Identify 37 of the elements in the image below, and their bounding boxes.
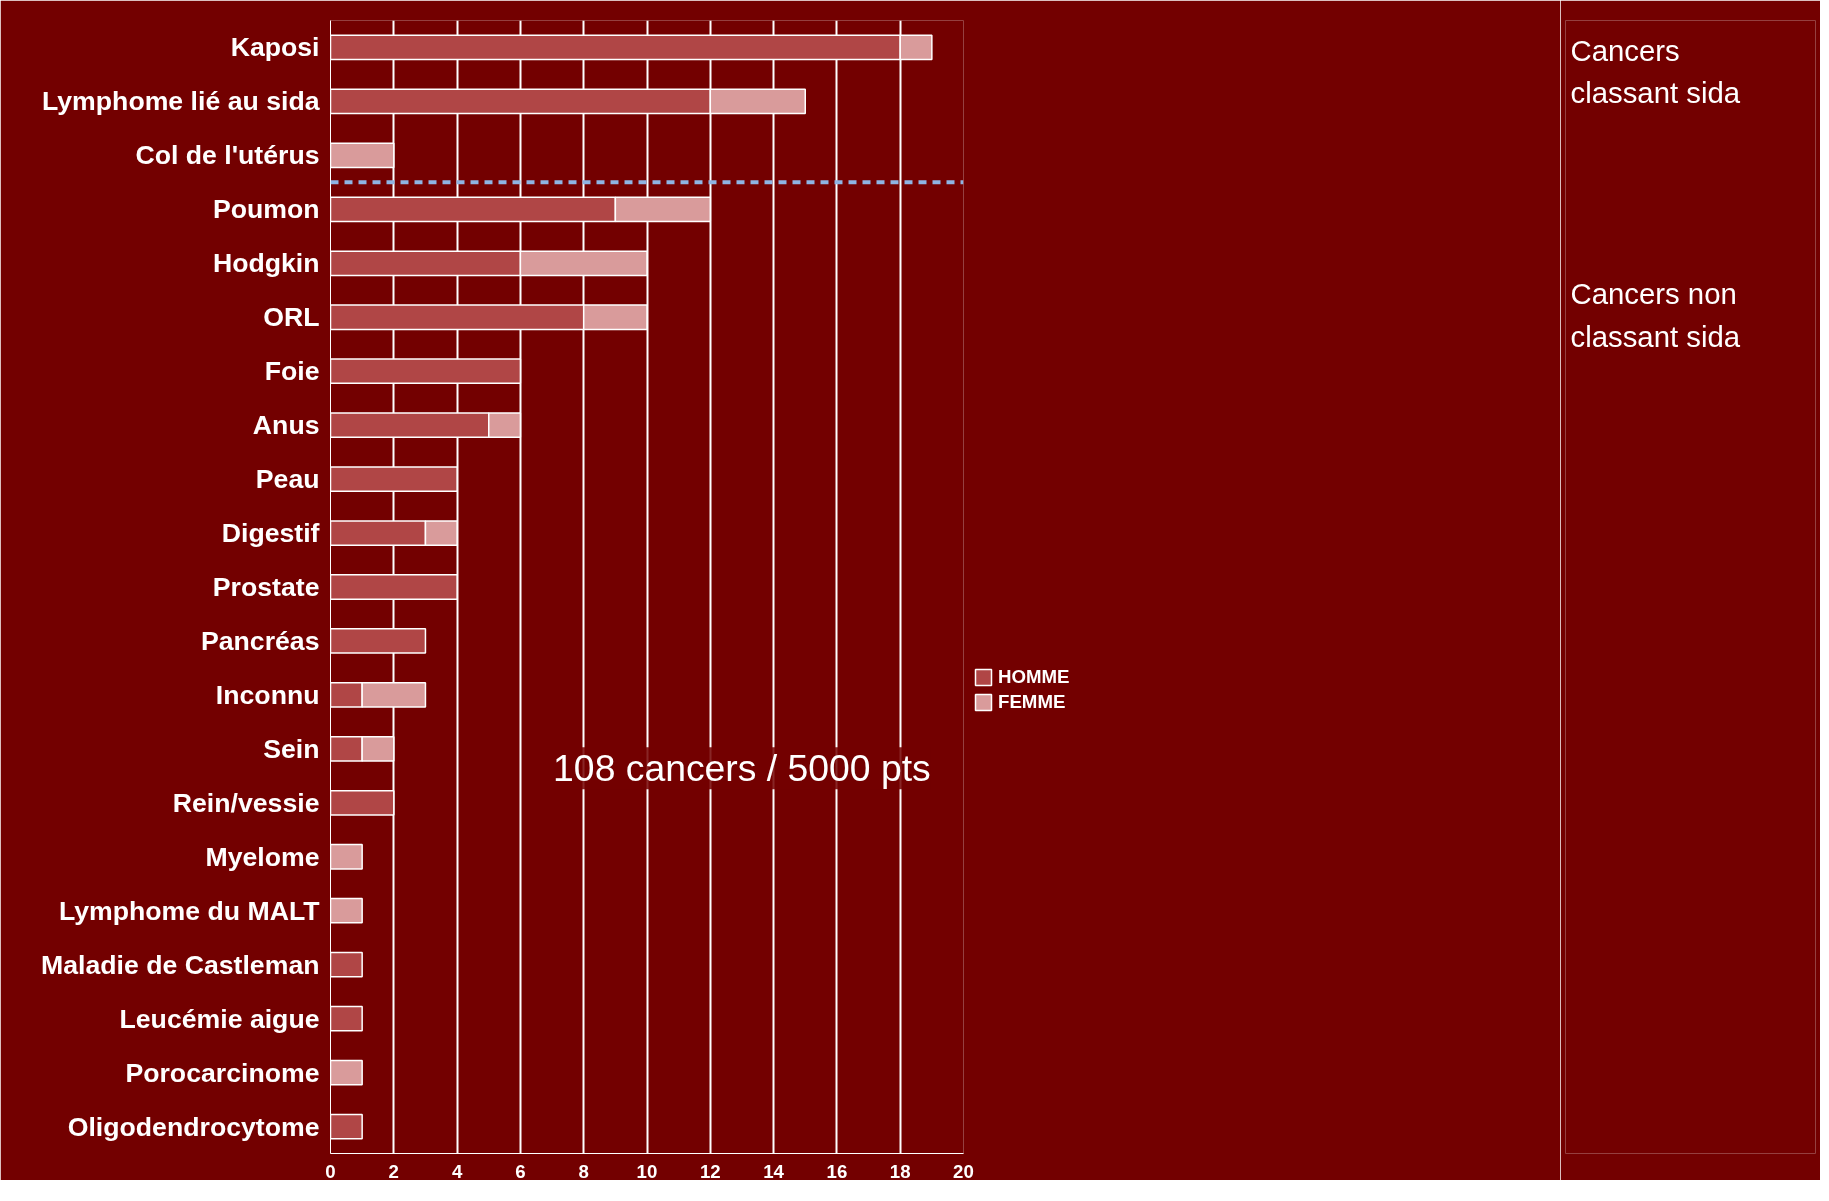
x-tick-label: 8 (578, 1160, 589, 1182)
y-tick-label: Anus (252, 410, 320, 441)
x-tick-label: 16 (826, 1160, 848, 1182)
y-tick-label: Rein/vessie (172, 787, 320, 818)
y-tick-label: Col de l'utérus (135, 140, 320, 171)
y-tick-label: Peau (255, 464, 320, 495)
y-tick-label: Sein (263, 733, 320, 764)
y-tick-label: Oligodendrocytome (67, 1111, 320, 1142)
text: Cancers classant sida (1570, 33, 1741, 110)
y-tick-label: Lymphome du MALT (58, 895, 320, 926)
y-tick-label: Myelome (205, 841, 320, 872)
y-tick-label: Inconnu (215, 679, 320, 710)
x-tick-label: 10 (636, 1160, 658, 1182)
y-tick-label: Foie (264, 356, 320, 387)
x-tick-label: 18 (889, 1160, 911, 1182)
y-tick-label: Poumon (212, 194, 320, 225)
y-tick-label: Digestif (221, 518, 320, 549)
legend-label: FEMME (998, 691, 1066, 713)
x-tick-label: 0 (325, 1160, 336, 1182)
y-tick-label: Porocarcinome (125, 1057, 320, 1088)
y-tick-label: Prostate (212, 572, 320, 602)
x-tick-label: 12 (699, 1160, 721, 1182)
y-tick-label: Kaposi (230, 32, 320, 63)
x-tick-label: 6 (515, 1160, 526, 1182)
y-tick-label: Pancréas (200, 625, 320, 656)
legend-label: HOMME (998, 666, 1070, 688)
y-tick-label: Lymphome lié au sida (42, 86, 320, 117)
x-tick-label: 4 (451, 1160, 463, 1182)
x-tick-label: 20 (953, 1160, 974, 1182)
y-tick-label: Hodgkin (212, 248, 320, 279)
x-tick-label: 14 (763, 1160, 785, 1182)
y-tick-label: ORL (263, 302, 320, 333)
y-tick-label: Leucémie aigue (119, 1003, 320, 1034)
y-tick-label: Maladie de Castleman (40, 949, 320, 980)
x-tick-label: 2 (388, 1160, 399, 1182)
text: Cancers non classant sida (1570, 277, 1741, 354)
annotation: 108 cancers / 5000 pts (553, 747, 931, 790)
